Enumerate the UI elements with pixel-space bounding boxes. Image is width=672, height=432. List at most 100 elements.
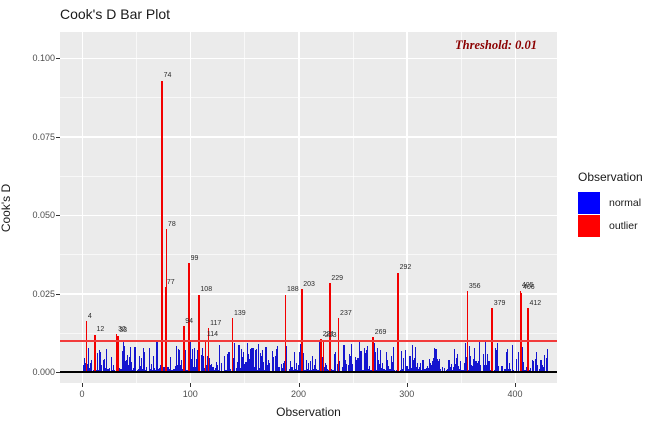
bar-normal [439, 369, 441, 372]
bar-normal [181, 359, 183, 372]
bar-normal [389, 369, 392, 372]
bar-normal [455, 357, 458, 372]
bar-normal [244, 361, 246, 372]
bar-normal [278, 367, 280, 372]
bar-normal [515, 359, 517, 372]
bar-normal [218, 344, 221, 372]
bar-normal [251, 348, 253, 372]
bar-label: 74 [163, 72, 172, 80]
bar-normal [422, 360, 424, 372]
bar-normal [526, 367, 528, 372]
bar-normal [103, 360, 105, 372]
bar-normal [438, 359, 440, 372]
y-tick-label: 0.100 [32, 53, 55, 63]
bar-normal [494, 348, 497, 372]
bar-normal [479, 365, 481, 372]
bar-normal [203, 368, 205, 372]
bar-normal [241, 357, 243, 372]
bar-normal [358, 342, 360, 372]
bar-outlier [520, 292, 523, 372]
bar-normal [435, 349, 437, 372]
bar-normal [318, 342, 320, 372]
bar-normal [506, 349, 508, 372]
bar-normal [321, 357, 323, 372]
bar-label: 32 [118, 325, 126, 333]
bar-normal [503, 368, 505, 372]
bar-normal [450, 364, 452, 372]
bar-normal [179, 364, 182, 372]
outlier-color-swatch [578, 215, 600, 237]
bar-normal [505, 352, 507, 372]
bar-normal [380, 349, 382, 372]
bar-normal [523, 361, 525, 372]
bar-normal [454, 364, 456, 372]
bar-normal [410, 368, 412, 372]
bar-label: 4 [87, 312, 92, 320]
bar-normal [271, 350, 274, 372]
bar-normal [237, 362, 239, 372]
bar-normal [394, 370, 396, 372]
bar-normal [211, 364, 213, 372]
bar-normal [286, 345, 288, 372]
bar-normal [317, 369, 319, 372]
bar-normal [93, 370, 95, 372]
bar-normal [113, 369, 116, 372]
bar-normal [96, 352, 98, 372]
bar-outlier [165, 229, 168, 372]
bar-normal [185, 349, 187, 372]
bar-normal [313, 368, 315, 372]
bar-normal [470, 356, 472, 372]
legend-item-normal: normal [578, 192, 670, 214]
bar-normal [158, 369, 160, 372]
bar-normal [328, 370, 330, 372]
bar-normal [423, 368, 425, 372]
y-tick-mark [56, 372, 60, 373]
bar-normal [83, 357, 85, 372]
bar-normal [536, 351, 538, 372]
bar-outlier [207, 328, 210, 372]
bar-normal [212, 367, 214, 372]
bar-normal [463, 362, 465, 372]
bar-normal [132, 369, 134, 372]
bar-normal [485, 342, 487, 372]
bar-normal [186, 370, 188, 372]
bar-normal [507, 368, 510, 372]
bar-normal [332, 370, 334, 372]
bar-normal [490, 366, 492, 372]
bar-normal [382, 362, 384, 372]
bar-normal [84, 362, 86, 372]
plot-title: Cook's D Bar Plot [60, 6, 171, 22]
bar-normal [305, 360, 307, 372]
y-tick-mark [56, 215, 60, 216]
bar-label: 108 [200, 286, 213, 294]
bar-normal [414, 347, 416, 372]
bar-normal [145, 369, 147, 372]
bar-normal [379, 364, 381, 372]
bar-normal [281, 368, 283, 372]
bar-normal [157, 342, 159, 372]
bar-normal [468, 345, 471, 372]
bar-normal [378, 360, 380, 372]
bar-normal [97, 370, 99, 372]
bar-normal [452, 367, 454, 372]
bar-normal [374, 352, 376, 372]
y-axis-title: Cook's D [0, 183, 13, 233]
x-tick-label: 200 [290, 389, 307, 399]
bar-normal [258, 368, 261, 372]
bar-normal [86, 364, 88, 372]
bar-normal [125, 360, 127, 372]
bar-normal [449, 366, 451, 372]
bar-normal [242, 351, 244, 372]
plot-panel: 4 12 32 33 74 77 78 94 99 108 114 117 139 188 203 221 22… [60, 32, 557, 383]
bar-normal [233, 357, 235, 372]
bar-normal [392, 361, 394, 372]
bar-normal [339, 361, 341, 372]
bar-normal [130, 347, 132, 372]
bar-normal [462, 369, 464, 372]
bar-label: 203 [303, 280, 315, 288]
bar-normal [173, 369, 175, 372]
bar-normal [89, 367, 91, 372]
bar-label: 379 [493, 299, 506, 307]
bar-normal [453, 349, 455, 372]
bar-normal [276, 349, 278, 372]
